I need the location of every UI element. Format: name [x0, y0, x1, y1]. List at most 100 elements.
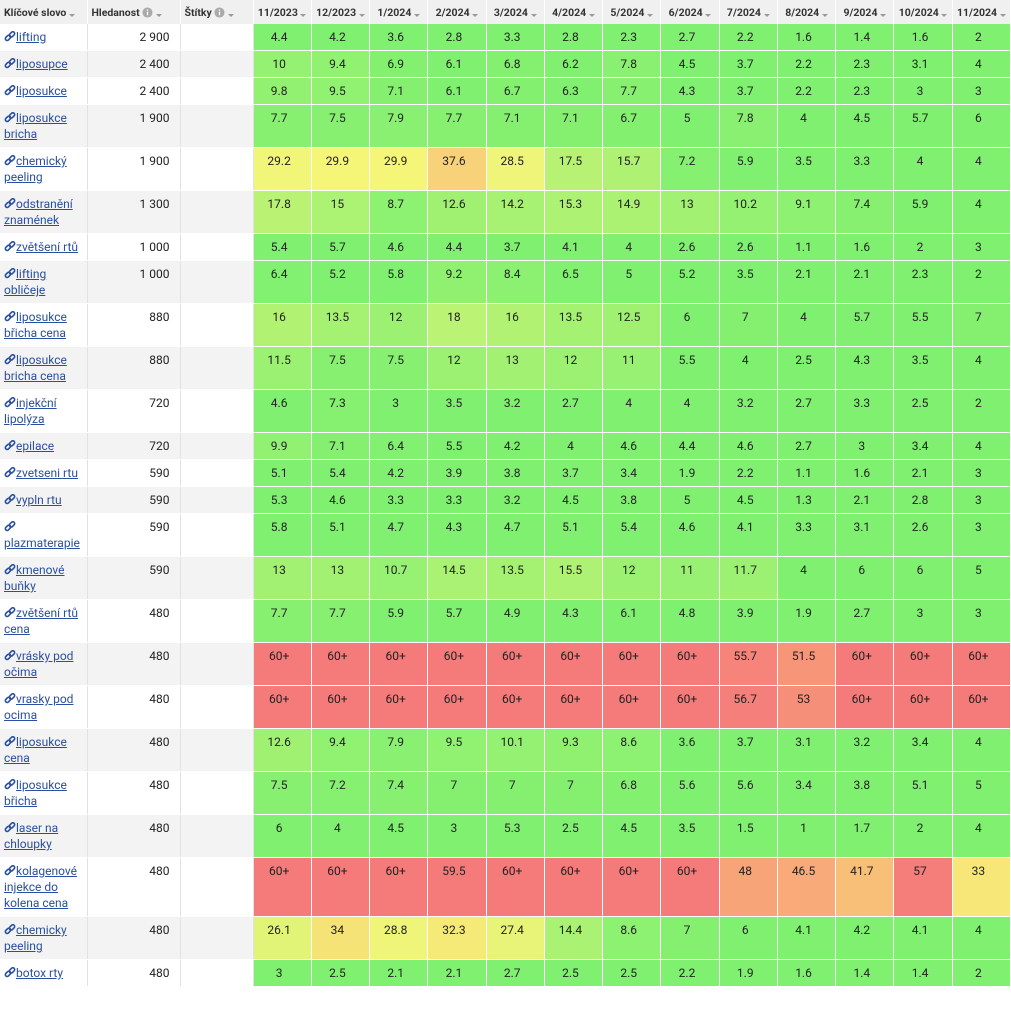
position-cell: 7.5	[369, 346, 429, 390]
keyword-link[interactable]: injekční lipolýza	[4, 396, 57, 426]
position-cell: 3.7	[486, 233, 545, 261]
keyword-link[interactable]: zvětšení rtů	[16, 240, 79, 254]
keyword-link[interactable]: kmenové buňky	[4, 563, 65, 593]
month-header[interactable]: 8/2024	[777, 0, 837, 24]
month-header[interactable]: 9/2024	[835, 0, 895, 24]
sort-icon[interactable]	[300, 8, 307, 18]
month-header[interactable]: 6/2024	[660, 0, 720, 24]
sort-icon[interactable]	[358, 8, 365, 18]
position-cell: 4.3	[427, 513, 487, 557]
position-cell: 7.5	[311, 346, 371, 390]
keyword-row: vypln rtu 590 5.3 4.6 3.3 3.3 3.2 4.5 3.8 5 4.5 1.3…	[0, 486, 1011, 514]
position-cell: 26.1	[253, 916, 312, 960]
position-cell: 4.5	[369, 814, 429, 858]
month-header[interactable]: 10/2024	[893, 0, 953, 24]
position-cell: 6.3	[544, 77, 604, 105]
keyword-link[interactable]: botox rty	[16, 966, 64, 980]
position-cell: 5	[660, 486, 720, 514]
link-icon	[4, 736, 16, 747]
volume-cell: 1 000	[87, 233, 181, 261]
keyword-link[interactable]: lifting	[16, 30, 47, 44]
month-header[interactable]: 12/2023	[311, 0, 371, 24]
sort-icon[interactable]	[999, 8, 1006, 18]
position-cell: 5.8	[369, 260, 429, 304]
volume-cell: 480	[87, 599, 181, 643]
column-header[interactable]: Štítky	[180, 0, 254, 24]
link-icon	[4, 268, 16, 279]
keyword-link[interactable]: zvetseni rtu	[16, 466, 78, 480]
month-header[interactable]: 4/2024	[544, 0, 604, 24]
column-header[interactable]: Hledanost	[87, 0, 181, 24]
position-cell: 9.1	[777, 190, 837, 234]
tags-cell	[180, 24, 254, 51]
month-header[interactable]: 7/2024	[719, 0, 778, 24]
keyword-link[interactable]: chemický peeling	[4, 154, 67, 184]
keyword-link[interactable]: liposukce břicha cena	[4, 310, 67, 340]
position-cell: 4.9	[486, 599, 545, 643]
keyword-link[interactable]: vrasky pod ocima	[4, 692, 74, 722]
keyword-link[interactable]: liposukce cena	[4, 735, 67, 765]
position-cell: 6.1	[427, 77, 487, 105]
header-text: 6/2024	[668, 5, 703, 19]
keyword-link[interactable]: chemicky peeling	[4, 923, 67, 953]
position-cell: 11	[602, 346, 662, 390]
sort-icon[interactable]	[588, 8, 595, 18]
sort-icon[interactable]	[228, 8, 235, 18]
keyword-link[interactable]: vrásky pod očima	[4, 649, 74, 679]
sort-icon[interactable]	[413, 8, 420, 18]
position-cell: 17.8	[253, 190, 312, 234]
position-cell: 4.6	[660, 513, 720, 557]
month-header[interactable]: 11/2024	[952, 0, 1011, 24]
keyword-link[interactable]: plazmaterapie	[4, 536, 80, 550]
sort-icon[interactable]	[647, 8, 654, 18]
month-header[interactable]: 1/2024	[369, 0, 429, 24]
position-cell: 6.2	[544, 50, 604, 78]
volume-cell: 720	[87, 389, 181, 433]
keyword-link[interactable]: liposukce břicha	[4, 778, 67, 808]
info-icon[interactable]	[142, 6, 153, 18]
sort-icon[interactable]	[880, 8, 887, 18]
sort-icon[interactable]	[530, 8, 537, 18]
keyword-link[interactable]: lifting obličeje	[4, 267, 47, 297]
month-header[interactable]: 5/2024	[602, 0, 662, 24]
tags-cell	[180, 459, 254, 487]
sort-icon[interactable]	[155, 8, 162, 18]
position-cell: 2.6	[660, 233, 720, 261]
keyword-link[interactable]: zvětšení rtů cena	[4, 606, 79, 636]
position-cell: 7.1	[311, 432, 371, 460]
position-cell: 4.3	[835, 346, 895, 390]
keyword-link[interactable]: laser na chloupky	[4, 821, 59, 851]
keyword-link[interactable]: odstranění znamének	[4, 197, 73, 227]
keyword-link[interactable]: liposukce bricha cena	[4, 353, 67, 383]
keyword-link[interactable]: kolagenové injekce do kolena cena	[4, 864, 77, 910]
header-text: 8/2024	[785, 5, 820, 19]
info-icon[interactable]	[214, 6, 226, 18]
sort-icon[interactable]	[472, 8, 479, 18]
position-cell: 10.7	[369, 556, 429, 600]
header-text: Hledanost	[91, 5, 140, 19]
keyword-cell: kolagenové injekce do kolena cena	[0, 857, 88, 917]
keyword-cell: laser na chloupky	[0, 814, 88, 858]
keyword-link[interactable]: vypln rtu	[16, 493, 62, 507]
month-header[interactable]: 2/2024	[427, 0, 487, 24]
position-cell: 7.4	[369, 771, 429, 815]
keyword-cell: liposukce břicha	[0, 771, 88, 815]
sort-icon[interactable]	[821, 8, 828, 18]
link-icon	[4, 241, 16, 252]
position-cell: 4.1	[893, 916, 953, 960]
sort-icon[interactable]	[763, 8, 770, 18]
keyword-link[interactable]: epilace	[16, 439, 55, 453]
sort-icon[interactable]	[68, 8, 75, 18]
month-header[interactable]: 3/2024	[486, 0, 545, 24]
keyword-link[interactable]: liposukce bricha	[4, 111, 67, 141]
keyword-link[interactable]: liposukce	[16, 84, 67, 98]
month-header[interactable]: 11/2023	[253, 0, 312, 24]
sort-icon[interactable]	[941, 8, 948, 18]
column-header[interactable]: Klíčové slovo	[0, 0, 88, 24]
keyword-link[interactable]: liposupce	[16, 57, 68, 71]
position-cell: 1.1	[777, 233, 837, 261]
position-cell: 2.2	[660, 959, 720, 987]
position-cell: 3.5	[660, 814, 720, 858]
tags-cell	[180, 959, 254, 987]
sort-icon[interactable]	[705, 8, 712, 18]
